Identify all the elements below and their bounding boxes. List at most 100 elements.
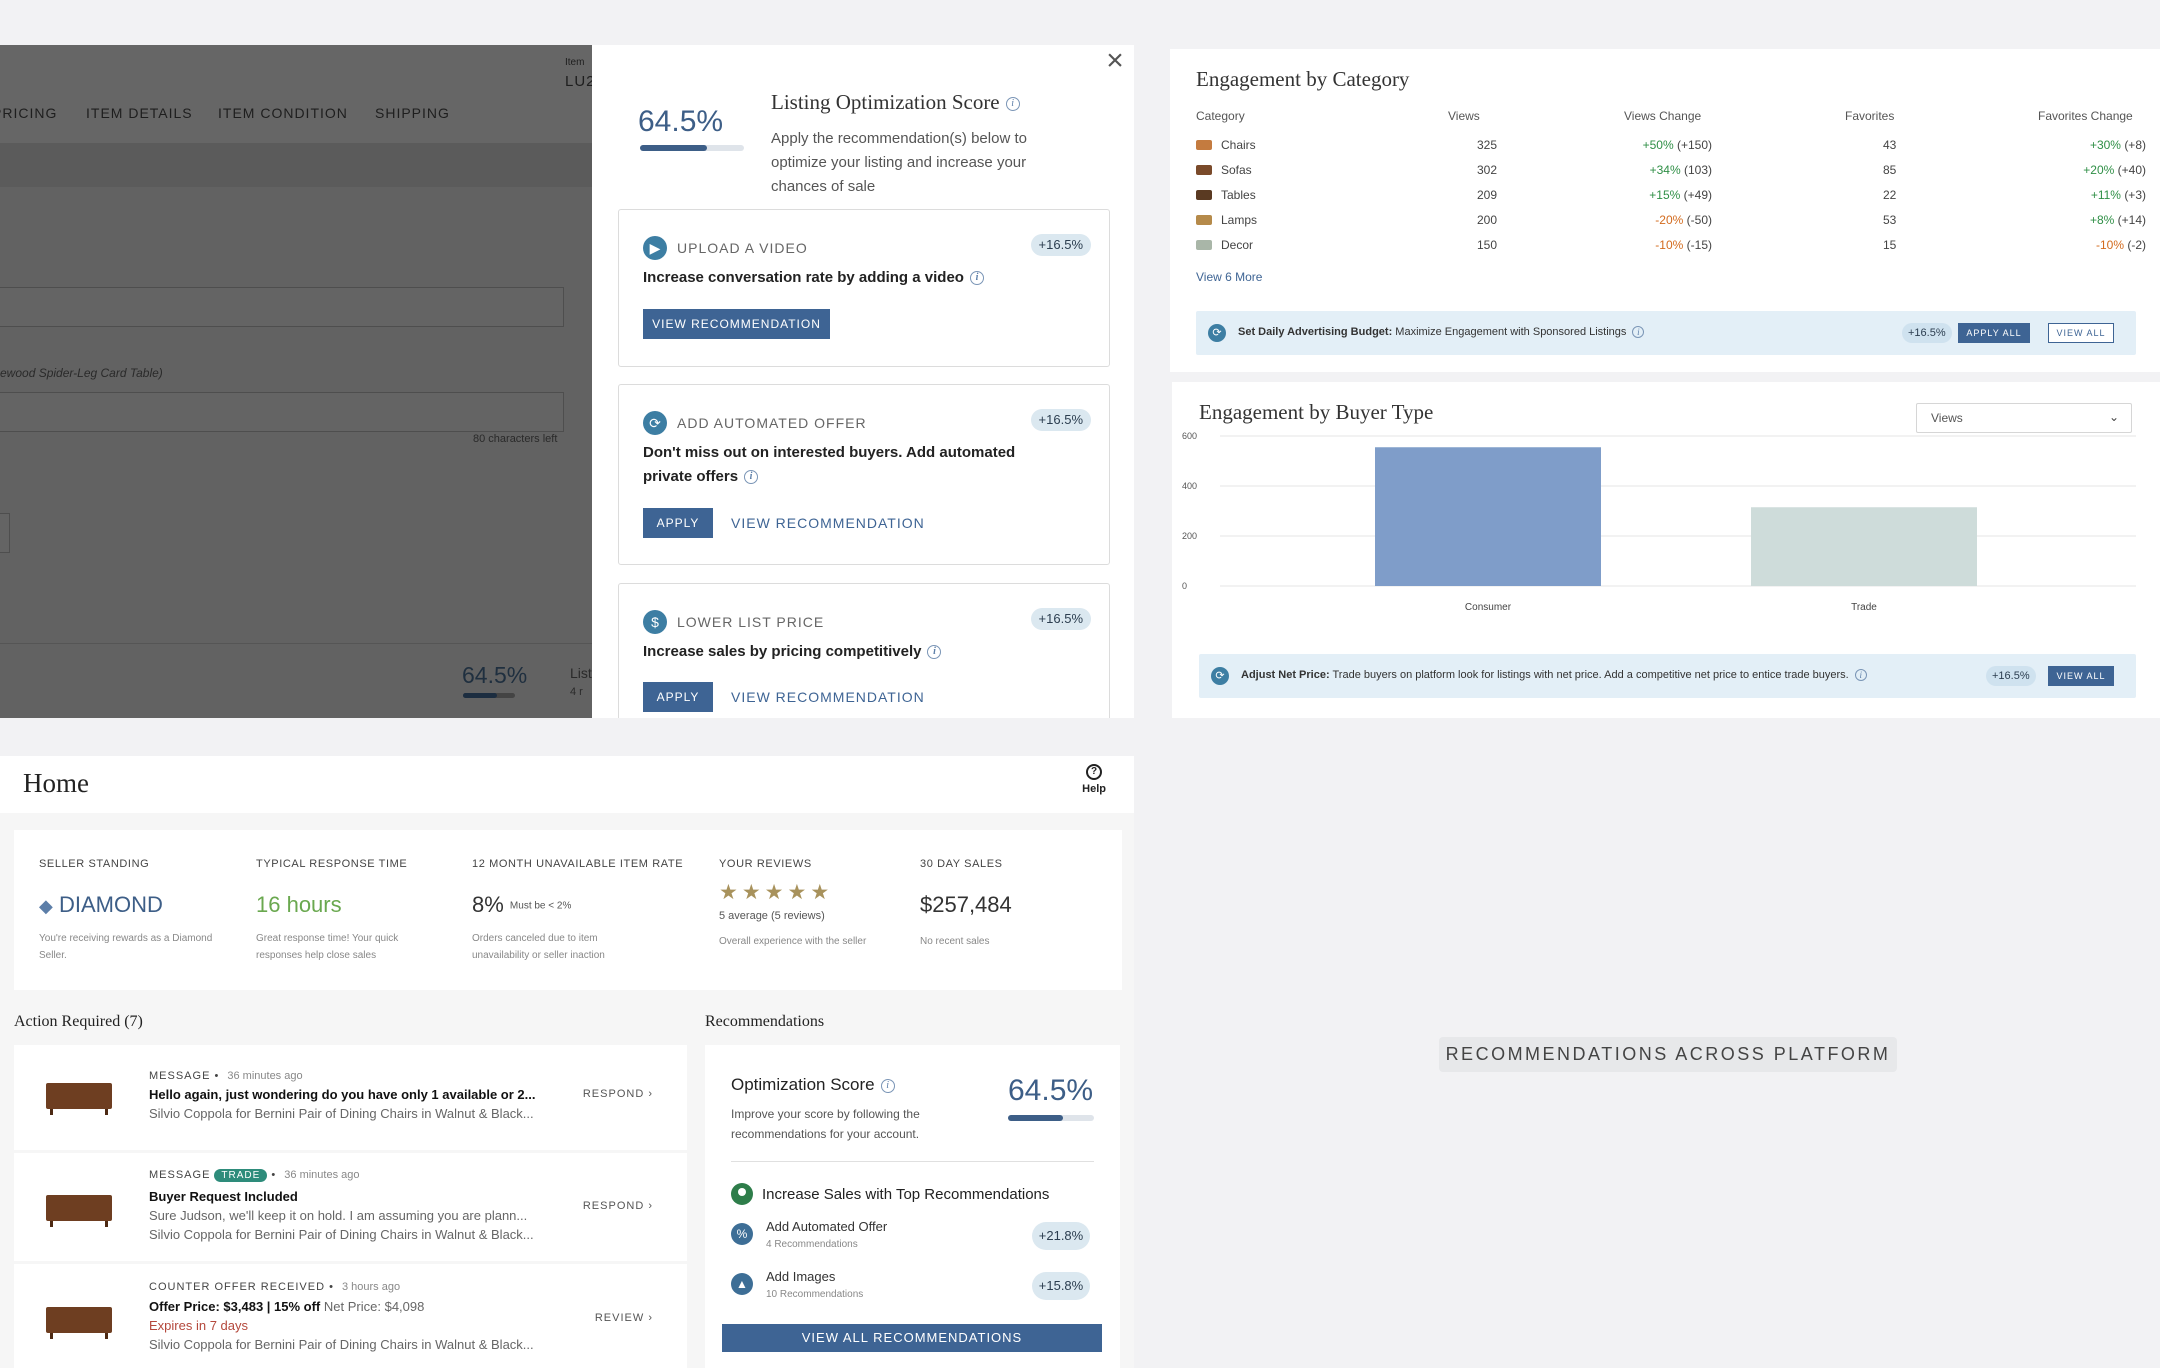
view-recommendation-button[interactable]: VIEW RECOMMENDATION [643, 309, 830, 339]
editor-small-field[interactable] [0, 513, 10, 553]
favorites-value: 53 [1883, 213, 1897, 227]
optimization-score-title: Optimization Score i [731, 1075, 895, 1095]
panel-title: Engagement by Buyer Type [1199, 400, 1434, 424]
metric-select[interactable]: Views ⌄ [1916, 403, 2132, 433]
respond-label: RESPOND [582, 1088, 645, 1100]
column-header-favorites-change: Favorites Change [2038, 109, 2133, 123]
view-all-button[interactable]: VIEW ALL [2048, 323, 2114, 343]
editor-title-field[interactable] [0, 392, 564, 432]
views-change: +50% (+150) [1643, 138, 1712, 152]
action-detail: Silvio Coppola for Bernini Pair of Dinin… [149, 1337, 534, 1352]
image-icon: ▲ [731, 1273, 753, 1295]
bar-trade[interactable] [1751, 507, 1977, 586]
bar-consumer[interactable] [1375, 447, 1601, 586]
action-item[interactable]: MESSAGE TRADE • 36 minutes ago Buyer Requ… [14, 1153, 687, 1261]
rec-impact-badge: +16.5% [1030, 608, 1091, 630]
diamond-icon: ◆ [39, 896, 53, 916]
action-title: Buyer Request Included [149, 1189, 298, 1204]
views-change-abs: (-50) [1686, 213, 1712, 227]
nav-tab-item-condition[interactable]: ITEM CONDITION [218, 105, 348, 121]
recommendation-name[interactable]: Add Automated Offer [766, 1219, 888, 1234]
close-icon[interactable]: × [1106, 45, 1124, 77]
chars-left: 80 characters left [473, 433, 558, 445]
action-time: 36 minutes ago [227, 1070, 303, 1082]
fav-change-pct: +11% [2090, 188, 2121, 202]
info-icon[interactable]: i [880, 1078, 895, 1093]
page-title: Home [23, 768, 89, 798]
views-change: -10% (-15) [1655, 238, 1712, 252]
modal-title: Listing Optimization Score i [771, 90, 1020, 115]
stat-label: TYPICAL RESPONSE TIME [256, 858, 408, 870]
y-tick-label: 600 [1182, 431, 1197, 441]
editor-section-strip [0, 143, 592, 187]
listing-score-bar [640, 145, 744, 151]
stat-label: 30 DAY SALES [920, 858, 1003, 870]
x-tick-label: Consumer [1465, 602, 1512, 613]
action-detail: Silvio Coppola for Bernini Pair of Dinin… [149, 1106, 534, 1121]
listing-editor-nav: PRICING ITEM DETAILS ITEM CONDITION SHIP… [0, 45, 595, 143]
stat-value: 8% Must be < 2% [472, 892, 571, 918]
rec-heading: LOWER LIST PRICE [677, 614, 825, 630]
rec-text: Don't miss out on interested buyers. Add… [643, 441, 1043, 489]
review-button[interactable]: REVIEW › [595, 1312, 653, 1324]
info-icon[interactable]: i [1632, 326, 1645, 339]
fav-change-abs: (+3) [2124, 188, 2146, 202]
view-recommendation-link[interactable]: VIEW RECOMMENDATION [731, 515, 925, 531]
action-kind: MESSAGE TRADE • 36 minutes ago [149, 1169, 360, 1182]
apply-button[interactable]: APPLY [643, 682, 713, 712]
views-value: 209 [1477, 188, 1498, 202]
stat-note: Must be < 2% [509, 900, 572, 912]
tip-body: Maximize Engagement with Sponsored Listi… [1395, 326, 1627, 338]
recommendation-name[interactable]: Add Images [766, 1269, 836, 1284]
table-row: Tables 209 +15% (+49) 22 +11% (+3) [1196, 184, 2146, 209]
editor-text-field[interactable] [0, 287, 564, 327]
star-icon: ★ [764, 881, 788, 904]
nav-tab-item-details[interactable]: ITEM DETAILS [86, 105, 193, 121]
view-all-button[interactable]: VIEW ALL [2048, 666, 2114, 686]
metric-select-value: Views [1931, 411, 1963, 425]
panel-title: Engagement by Category [1196, 67, 1410, 91]
table-row: Sofas 302 +34% (103) 85 +20% (+40) [1196, 159, 2146, 184]
action-kind-label: MESSAGE [149, 1070, 211, 1082]
info-icon[interactable]: i [744, 470, 759, 485]
editor-score-bar [463, 693, 515, 698]
rec-heading: ADD AUTOMATED OFFER [677, 415, 867, 431]
action-item[interactable]: COUNTER OFFER RECEIVED • 3 hours ago Off… [14, 1264, 687, 1368]
views-change-pct: -20% [1655, 213, 1684, 227]
refresh-icon: ⟳ [643, 411, 667, 435]
advertising-tip-bar: ⟳ Set Daily Advertising Budget: Maximize… [1196, 311, 2136, 355]
respond-button[interactable]: RESPOND › [583, 1200, 653, 1212]
nav-tab-pricing[interactable]: PRICING [0, 105, 58, 121]
info-icon[interactable]: i [1005, 97, 1020, 112]
info-icon[interactable]: i [1854, 669, 1867, 682]
views-change-abs: (+150) [1676, 138, 1712, 152]
views-change-pct: +15% [1649, 188, 1681, 202]
view-all-recommendations-button[interactable]: VIEW ALL RECOMMENDATIONS [722, 1324, 1102, 1352]
action-kind: COUNTER OFFER RECEIVED • 3 hours ago [149, 1281, 401, 1293]
review-average: 5 average (5 reviews) [719, 910, 825, 922]
info-icon[interactable]: i [969, 271, 984, 286]
buyer-type-bar-chart: 0 200 400 600 Consumer Trade [1182, 431, 2136, 613]
modal-title-text: Listing Optimization Score [771, 90, 1000, 114]
views-change-abs: (+49) [1683, 188, 1712, 202]
rec-card-upload-video: ▶ UPLOAD A VIDEO +16.5% Increase convers… [618, 209, 1110, 367]
apply-all-button[interactable]: APPLY ALL [1958, 323, 2030, 343]
chevron-right-icon: › [648, 1312, 653, 1324]
respond-button[interactable]: RESPOND › [583, 1088, 653, 1100]
rec-text-content: Increase sales by pricing competitively [643, 643, 922, 660]
view-more-link[interactable]: View 6 More [1196, 270, 1263, 284]
help-button[interactable]: ? Help [1082, 764, 1106, 795]
fav-change-pct: +8% [2089, 213, 2115, 227]
stat-label: 12 MONTH UNAVAILABLE ITEM RATE [472, 858, 684, 870]
nav-tab-shipping[interactable]: SHIPPING [375, 105, 450, 121]
column-header-views: Views [1448, 109, 1480, 123]
views-change: +15% (+49) [1649, 188, 1712, 202]
view-recommendation-link[interactable]: VIEW RECOMMENDATION [731, 689, 925, 705]
action-item[interactable]: MESSAGE • 36 minutes ago Hello again, ju… [14, 1045, 687, 1150]
apply-button[interactable]: APPLY [643, 508, 713, 538]
info-icon[interactable]: i [927, 645, 942, 660]
views-change-pct: +34% [1649, 163, 1681, 177]
y-tick-label: 400 [1182, 481, 1197, 491]
action-item-ref: Silvio Coppola for Bernini Pair of Dinin… [149, 1227, 534, 1242]
seller-stats-card: SELLER STANDING ◆ DIAMOND You're receivi… [14, 830, 1122, 990]
